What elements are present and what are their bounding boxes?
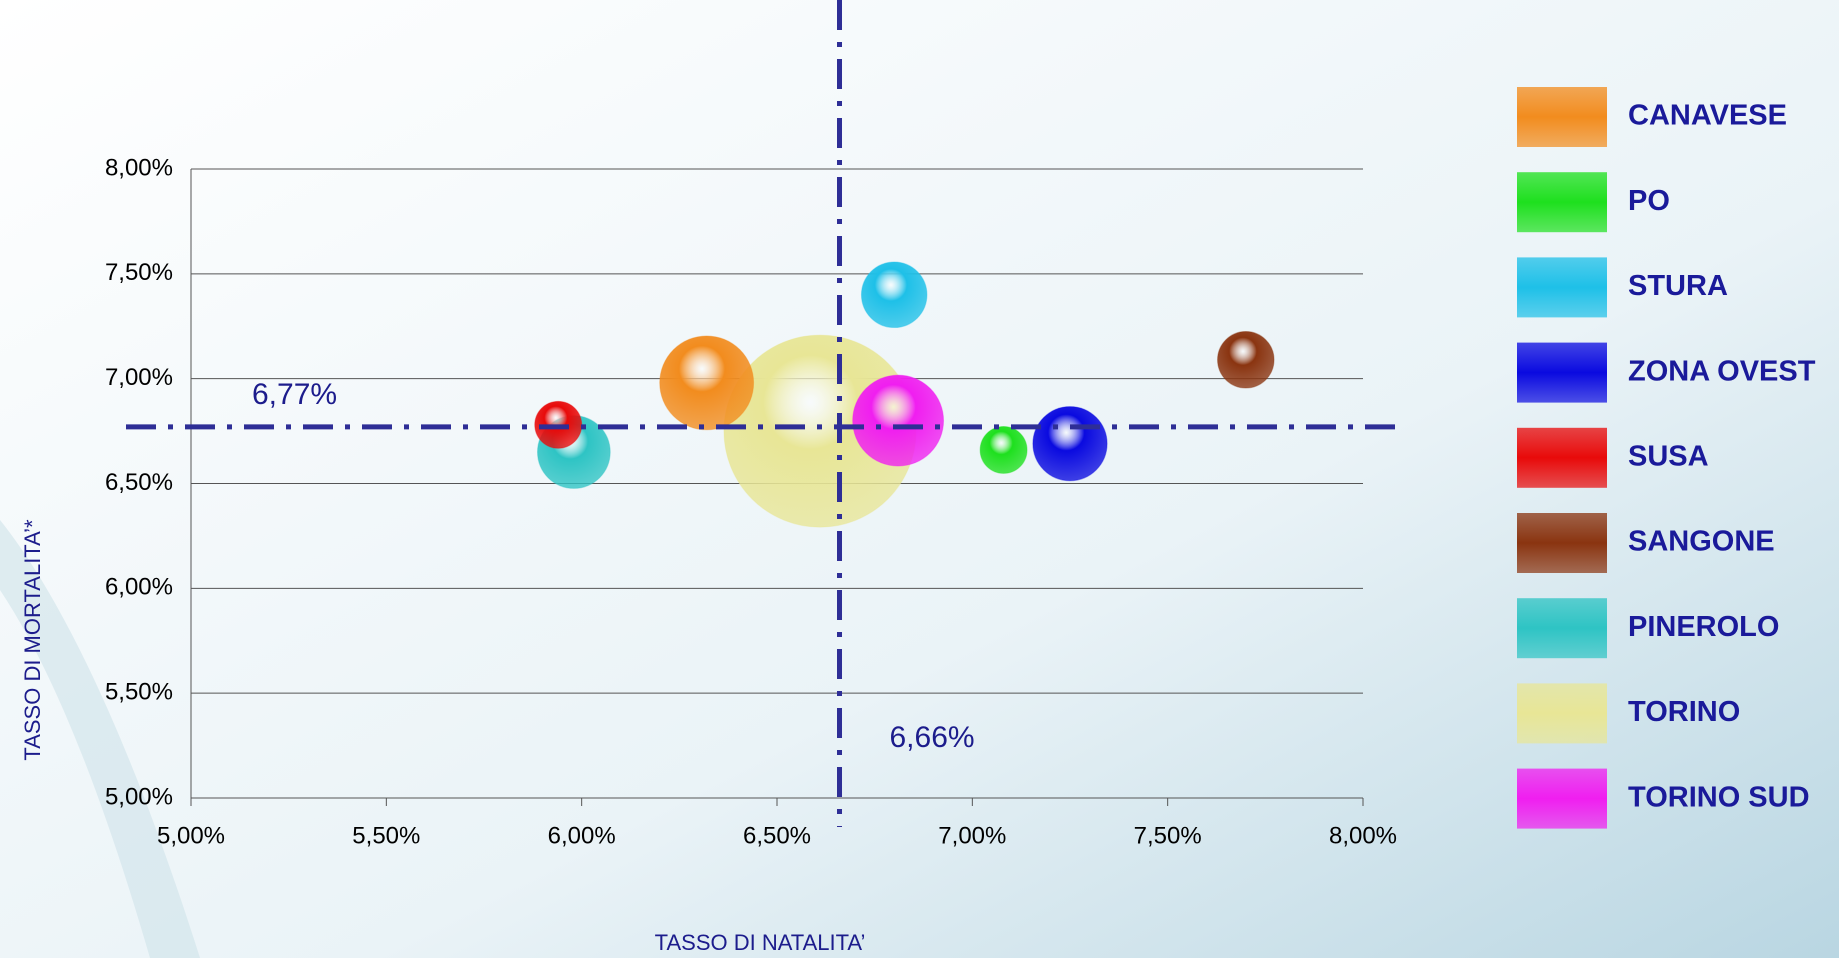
bubble (979, 425, 1028, 474)
y-tick-label: 7,50% (105, 259, 173, 286)
legend-label: ZONA OVEST (1628, 355, 1816, 387)
y-axis-title: TASSO DI MORTALITA’* (20, 519, 45, 761)
bubble (1032, 406, 1108, 482)
legend-swatch (1517, 683, 1607, 744)
legend-swatch (1517, 513, 1607, 573)
reference-label: 6,77% (252, 378, 337, 411)
legend-label: SANGONE (1628, 526, 1775, 558)
x-tick-label: 6,00% (548, 822, 616, 849)
x-tick-label: 7,00% (938, 822, 1006, 849)
x-tick-label: 5,50% (352, 822, 420, 849)
y-tick-label: 5,50% (105, 679, 173, 706)
legend-label: PINEROLO (1628, 611, 1779, 643)
legend-label: TORINO SUD (1628, 781, 1810, 813)
y-tick-label: 6,00% (105, 574, 173, 601)
y-tick-label: 6,50% (105, 469, 173, 496)
legend-swatch (1517, 768, 1607, 829)
legend-swatch (1517, 257, 1607, 318)
reference-label: 6,66% (890, 721, 975, 754)
x-axis-title: TASSO DI NATALITA’ (655, 930, 866, 955)
decoration (0, 520, 200, 958)
y-tick-label: 8,00% (105, 154, 173, 181)
x-tick-label: 6,50% (743, 822, 811, 849)
legend-label: TORINO (1628, 696, 1740, 728)
legend-swatch (1517, 342, 1607, 403)
y-tick-label: 5,00% (105, 783, 173, 810)
y-tick-label: 7,00% (105, 364, 173, 391)
x-tick-label: 8,00% (1329, 822, 1397, 849)
bubble (659, 335, 755, 431)
legend-label: SUSA (1628, 440, 1709, 472)
legend-label: STURA (1628, 270, 1728, 302)
legend-swatch (1517, 598, 1607, 659)
bubble (860, 261, 928, 329)
legend-label: PO (1628, 185, 1670, 217)
bubble (1217, 331, 1275, 389)
x-tick-label: 7,50% (1134, 822, 1202, 849)
x-tick-label: 5,00% (157, 822, 225, 849)
legend-swatch (1517, 427, 1607, 488)
legend-swatch (1517, 87, 1607, 147)
legend-swatch (1517, 172, 1607, 233)
bubble (852, 374, 945, 467)
legend-label: CANAVESE (1628, 100, 1787, 132)
